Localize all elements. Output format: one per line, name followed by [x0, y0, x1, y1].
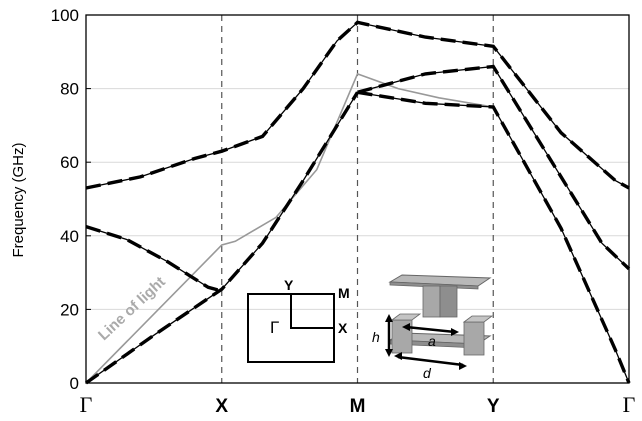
top-stem	[422, 285, 441, 318]
x-tick-label: Y	[487, 396, 500, 416]
arrow-head	[451, 328, 459, 336]
x-tick-label: Γ	[80, 392, 93, 416]
right-wall-top	[462, 315, 494, 323]
arrow-head	[385, 349, 393, 357]
y-tick-label: 100	[51, 6, 79, 25]
band-line-dashed	[85, 224, 223, 293]
arrow-head	[402, 323, 410, 331]
arrow-head	[459, 362, 467, 370]
y-tick-label: 20	[60, 300, 79, 319]
y-tick-label: 40	[60, 227, 79, 246]
right-wall	[463, 321, 485, 356]
y-tick-label: 0	[70, 374, 79, 393]
arrow-head	[385, 314, 393, 322]
x-tick-label: Γ	[623, 392, 636, 416]
x-tick-label: M	[350, 396, 366, 416]
band-line-dashed	[85, 20, 630, 190]
bz-label-x: X	[338, 320, 348, 336]
label-d: d	[423, 365, 432, 381]
arrow-head	[394, 352, 402, 360]
plot-frame	[85, 14, 630, 384]
grid-layer	[86, 88, 629, 310]
y-tick-label: 60	[60, 153, 79, 172]
bz-label-y: Y	[284, 277, 294, 293]
series-layer	[85, 20, 631, 385]
y-axis-label: Frequency (GHz)	[10, 142, 27, 257]
bz-label-m: M	[338, 285, 350, 301]
top-stem-side	[439, 285, 458, 318]
line-of-light	[85, 72, 494, 384]
dimension-d-arrow	[397, 355, 464, 367]
irreducible-zone	[290, 294, 334, 329]
x-tick-label: X	[215, 396, 228, 416]
label-h: h	[372, 329, 380, 345]
dimension-a-arrow	[405, 325, 456, 334]
band-line-dashed	[85, 91, 359, 385]
brillouin-zone-inset: Y M X Γ	[247, 277, 350, 363]
bz-label-gamma: Γ	[270, 318, 279, 337]
left-wall-top	[390, 313, 422, 321]
unit-cell-inset: h a d	[372, 274, 494, 381]
band-line-dashed	[357, 90, 631, 384]
y-ticks: 0 20 40 60 80 100	[51, 6, 91, 393]
label-a: a	[428, 333, 436, 349]
y-tick-label: 80	[60, 80, 79, 99]
band-line-dashed	[357, 64, 631, 271]
